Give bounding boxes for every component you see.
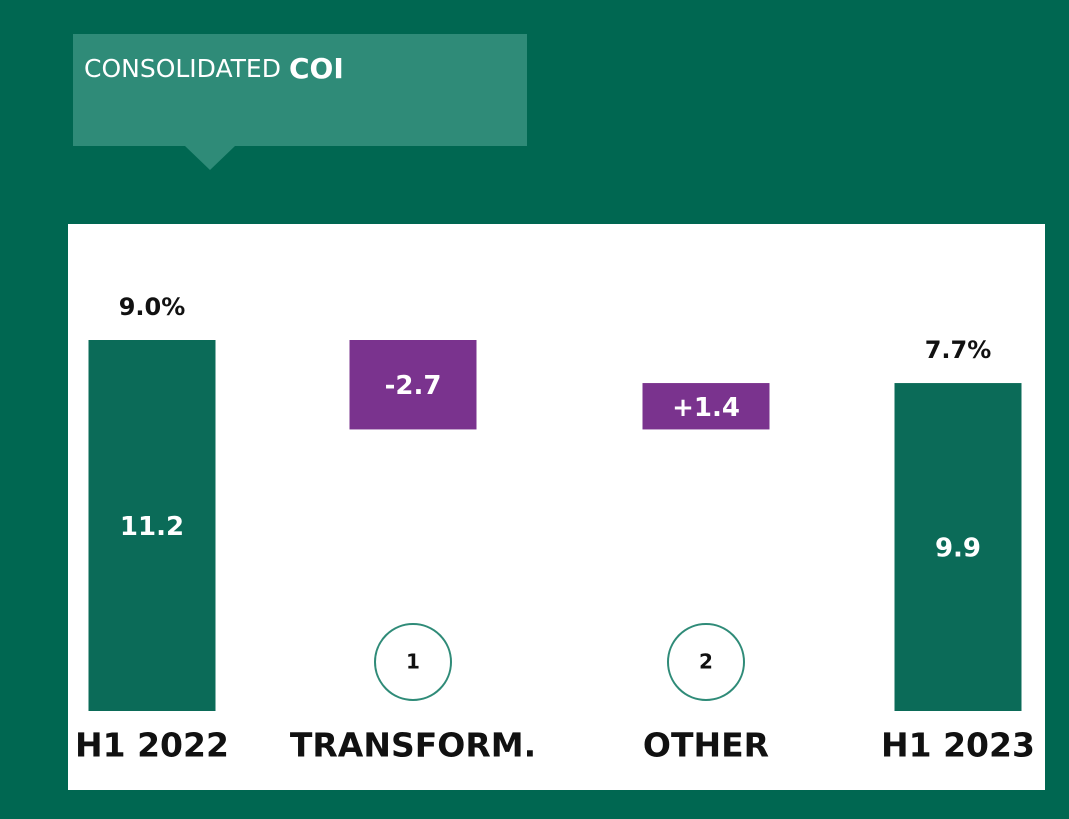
rate-label: 7.7% <box>925 336 992 364</box>
badge-label: 2 <box>699 650 713 674</box>
bar <box>349 340 477 430</box>
x-tick-label: H1 2022 <box>75 726 229 765</box>
badge-circle <box>667 623 745 701</box>
chart-title: CONSOLIDATED COI <box>84 52 344 85</box>
value-label: -2.7 <box>385 371 442 401</box>
bar <box>894 383 1022 711</box>
x-tick-label: H1 2023 <box>881 726 1035 765</box>
badge-circle <box>374 623 452 701</box>
title-box <box>73 34 527 146</box>
plot-panel <box>68 224 1045 790</box>
x-tick-label: OTHER <box>643 726 769 765</box>
badge-label: 1 <box>406 650 420 674</box>
bar <box>88 340 216 711</box>
x-tick-label: TRANSFORM. <box>290 726 536 765</box>
title-pointer <box>185 146 235 170</box>
value-label: 11.2 <box>120 512 184 542</box>
value-label: 9.9 <box>935 534 981 564</box>
value-label: +1.4 <box>672 393 740 423</box>
bar <box>642 383 770 430</box>
title-emphasis: COI <box>289 52 344 85</box>
title-text: CONSOLIDATED <box>84 54 281 83</box>
rate-label: 9.0% <box>119 293 186 321</box>
